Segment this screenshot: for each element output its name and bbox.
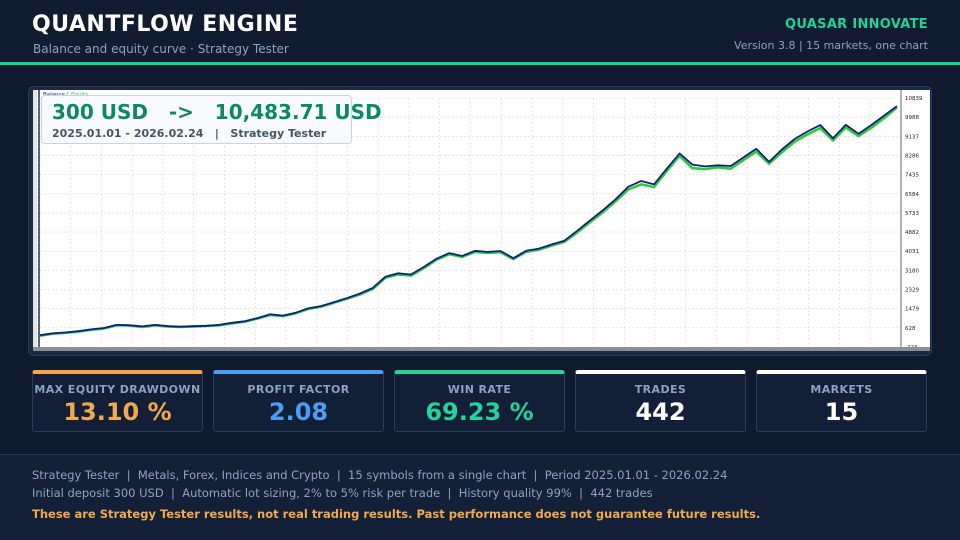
card-value: 69.23 % xyxy=(425,398,534,426)
card-value: 13.10 % xyxy=(63,398,172,426)
y-tick-label: 628 xyxy=(905,326,916,332)
version-info: Version 3.8 | 15 markets, one chart xyxy=(734,39,928,52)
card-label: MARKETS xyxy=(810,383,873,396)
card-value: 15 xyxy=(824,398,859,426)
y-tick-label: 4031 xyxy=(905,249,919,255)
card-trades: TRADES 442 xyxy=(575,370,746,432)
y-tick-label: 8286 xyxy=(905,153,919,159)
y-tick-label: 10839 xyxy=(905,96,923,102)
y-tick-label: 9988 xyxy=(905,115,919,121)
card-label: MAX EQUITY DRAWDOWN xyxy=(34,383,201,396)
app-subtitle: Balance and equity curve · Strategy Test… xyxy=(33,42,289,56)
card-label: WIN RATE xyxy=(447,383,512,396)
chart-bottom-bar xyxy=(33,347,930,351)
y-tick-label: 3180 xyxy=(905,268,919,274)
header: QUANTFLOW ENGINE Balance and equity curv… xyxy=(0,0,960,62)
y-tick-label: 4882 xyxy=(905,230,919,236)
card-label: TRADES xyxy=(634,383,687,396)
card-markets: MARKETS 15 xyxy=(756,370,927,432)
chart-left-margin xyxy=(33,90,37,351)
y-tick-label: 7435 xyxy=(905,173,919,179)
card-value: 442 xyxy=(635,398,686,426)
result-overlay: 300 USD -> 10,483.71 USD 2025.01.01 - 20… xyxy=(41,95,382,144)
card-label: PROFIT FACTOR xyxy=(247,383,350,396)
series-balance-line xyxy=(39,105,898,337)
card-win-rate: WIN RATE 69.23 % xyxy=(394,370,565,432)
footer-line-1: Strategy Tester | Metals, Forex, Indices… xyxy=(32,468,728,482)
y-tick-label: 6584 xyxy=(905,192,919,198)
footer-disclaimer: These are Strategy Tester results, not r… xyxy=(32,507,761,521)
card-value: 2.08 xyxy=(268,398,329,426)
app-title: QUANTFLOW ENGINE xyxy=(32,12,299,37)
card-profit-factor: PROFIT FACTOR 2.08 xyxy=(213,370,384,432)
footer-line-2: Initial deposit 300 USD | Automatic lot … xyxy=(32,486,653,500)
footer: Strategy Tester | Metals, Forex, Indices… xyxy=(0,454,960,540)
y-tick-label: 1479 xyxy=(905,307,919,313)
card-max-drawdown: MAX EQUITY DRAWDOWN 13.10 % xyxy=(32,370,203,432)
y-tick-label: 2329 xyxy=(905,288,919,294)
result-period: 2025.01.01 - 2026.02.24 | Strategy Teste… xyxy=(52,127,327,140)
brand-name: QUASAR INNOVATE xyxy=(784,17,928,32)
y-tick-label: 5733 xyxy=(905,211,919,217)
header-accent-line xyxy=(0,62,960,65)
result-amount: 300 USD -> 10,483.71 USD xyxy=(52,100,382,124)
y-tick-label: 9137 xyxy=(905,134,919,140)
